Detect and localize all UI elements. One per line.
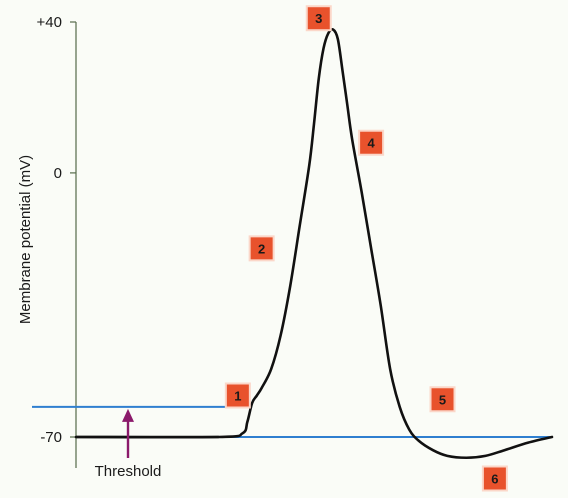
y-axis-title: Membrane potential (mV) [17,155,34,324]
step-label: 5 [439,392,446,407]
threshold-arrowhead-icon [122,408,134,422]
step-markers: 1 2 3 4 5 6 [224,5,508,492]
step-marker-5: 5 [429,386,456,413]
step-label: 6 [491,472,498,487]
threshold-label: Threshold [95,463,162,480]
step-box [358,129,385,156]
step-box [305,5,332,32]
step-box [248,235,275,262]
y-tick-label: 0 [54,165,62,182]
step-box [224,382,251,409]
step-label: 3 [315,11,322,26]
step-box [481,465,508,492]
action-potential-curve [74,27,554,460]
y-tick-label: +40 [37,14,62,31]
step-label: 1 [234,389,241,404]
step-marker-4: 4 [358,129,385,156]
step-marker-6: 6 [481,465,508,492]
step-box [429,386,456,413]
threshold-arrow-group [122,408,134,458]
y-tick-group: +40 0 -70 [37,14,76,446]
step-marker-3: 3 [305,5,332,32]
step-label: 2 [258,241,265,256]
step-marker-2: 2 [248,235,275,262]
step-label: 4 [368,136,376,151]
y-tick-label: -70 [40,429,62,446]
reference-lines [32,405,552,439]
step-marker-1: 1 [224,382,251,409]
